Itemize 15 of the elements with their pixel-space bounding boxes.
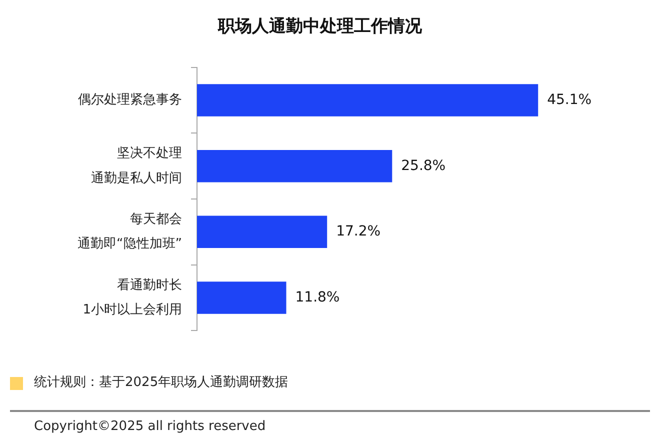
chart-title: 职场人通勤中处理工作情况 [217, 16, 423, 37]
bar [197, 150, 392, 182]
data-label: 11.8% [295, 289, 340, 306]
data-label: 45.1% [547, 92, 592, 108]
data-label: 25.8% [401, 158, 446, 174]
bar [197, 216, 328, 248]
bar [197, 84, 538, 116]
y-tick-label: 每天都会通勤即“隐性加班” [78, 212, 182, 252]
text: 统计规则：基于2025年职场人通勤调研数据 [34, 375, 288, 391]
bar [197, 282, 286, 314]
y-tick-label: 看通勤时长1小时以上会利用 [82, 278, 182, 318]
data-label: 17.2% [336, 224, 381, 240]
y-tick-label: 坚决不处理通勤是私人时间 [91, 146, 182, 186]
y-tick-label: 偶尔处理紧急事务 [78, 92, 182, 108]
text: Copyright©2025 all rights reserved [34, 419, 266, 435]
